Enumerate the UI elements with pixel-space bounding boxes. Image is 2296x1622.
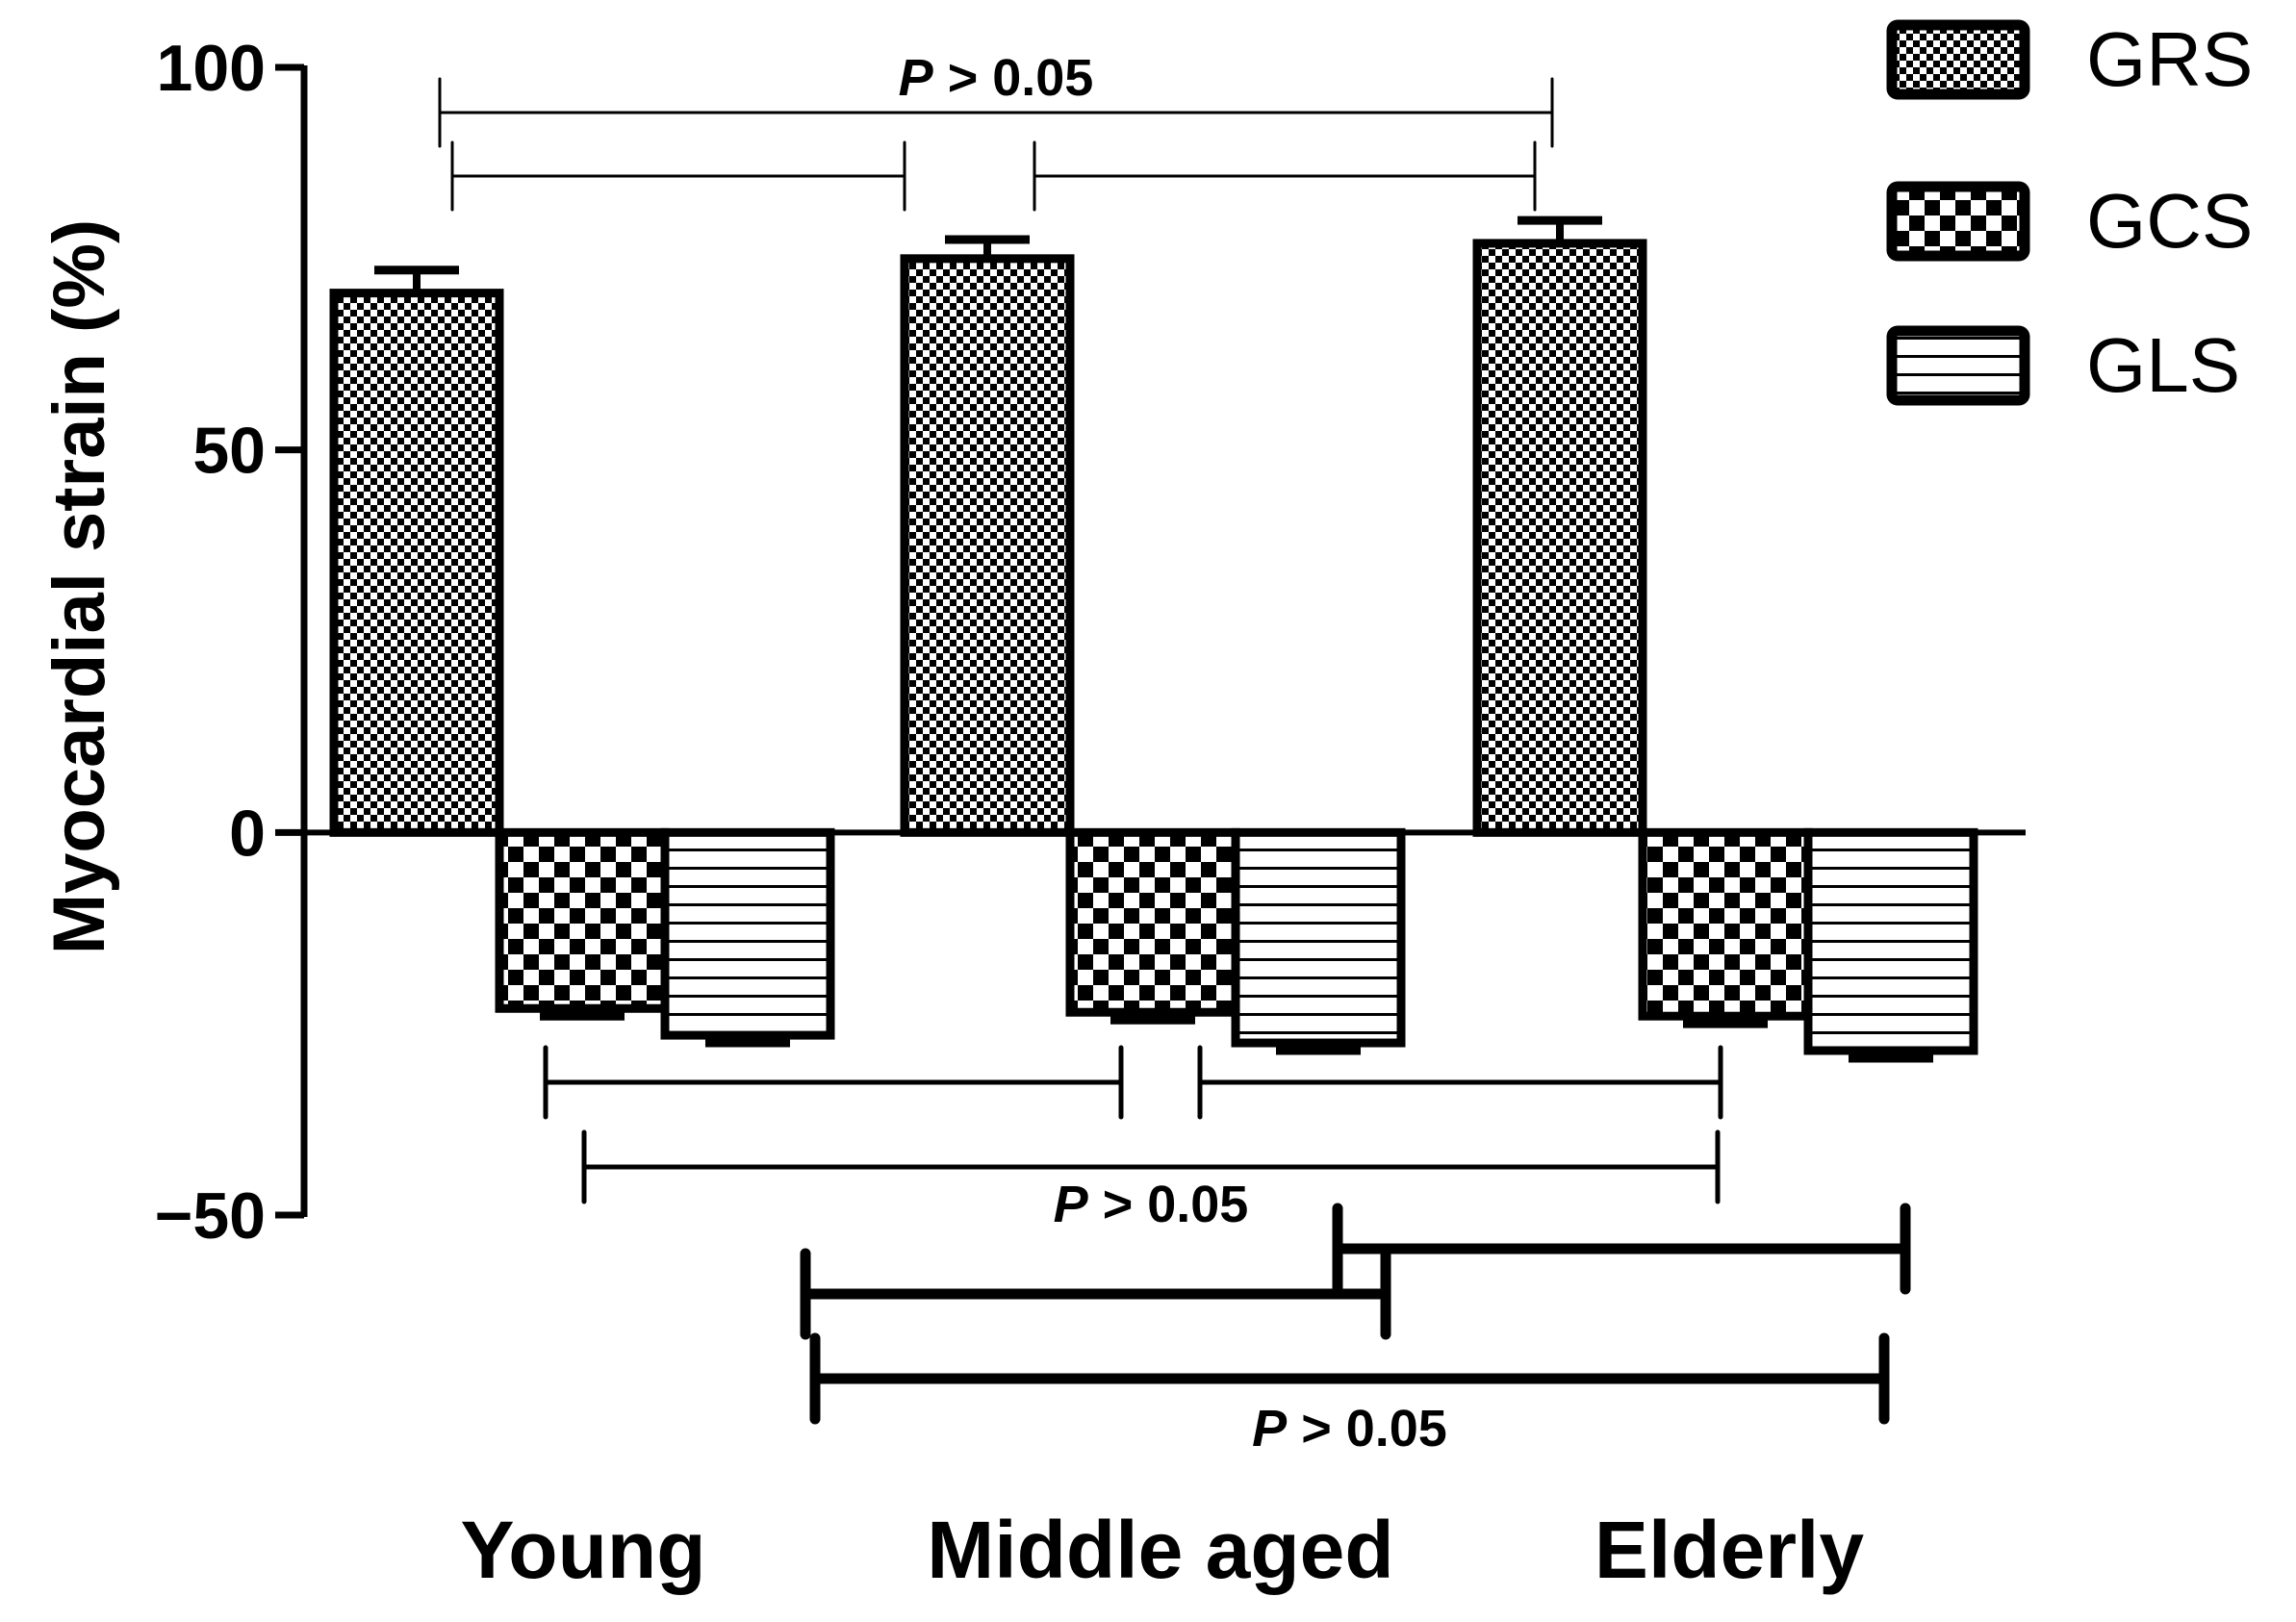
bar-grs-elderly	[1472, 239, 1647, 837]
bar-grs-middle-aged	[900, 254, 1075, 837]
y-tick-label-2: 50	[192, 415, 266, 488]
bar-gls-elderly	[1803, 827, 1978, 1055]
comparison-brackets: P > 0.05 P > 0.05 P > 0.05	[438, 49, 1911, 1457]
bar-grs-young	[329, 289, 504, 837]
y-tick-label-3: 100	[157, 32, 266, 105]
legend: GRS GCS GLS	[1886, 16, 2253, 408]
bar-gcs-middle-aged	[1065, 827, 1240, 1017]
bracket-grs-young-elderly-label: P > 0.05	[899, 49, 1094, 107]
legend-label-gcs: GCS	[2086, 178, 2253, 264]
bracket-gcs-young-elderly-label: P > 0.05	[1054, 1176, 1249, 1233]
legend-swatch-gcs	[1886, 181, 2030, 262]
bar-gcs-young	[495, 827, 670, 1013]
bracket-gls-young-elderly-label: P > 0.05	[1252, 1400, 1447, 1457]
y-tick-label-1: 0	[229, 797, 266, 870]
x-category-label-elderly: Elderly	[1594, 1505, 1864, 1595]
y-tick-label-0: −50	[155, 1179, 266, 1253]
legend-label-grs: GRS	[2086, 16, 2253, 102]
x-category-label-young: Young	[460, 1505, 705, 1595]
x-category-label-middle-aged: Middle aged	[927, 1505, 1393, 1595]
bars	[329, 215, 1978, 1063]
bar-gls-middle-aged	[1231, 827, 1406, 1048]
legend-swatch-grs	[1886, 19, 2030, 100]
legend-label-gls: GLS	[2086, 322, 2240, 408]
y-axis-label: Myocardial strain (%)	[38, 219, 120, 954]
bar-gls-young	[660, 827, 835, 1040]
legend-swatch-gls	[1886, 325, 2030, 406]
bar-gcs-elderly	[1638, 827, 1813, 1021]
